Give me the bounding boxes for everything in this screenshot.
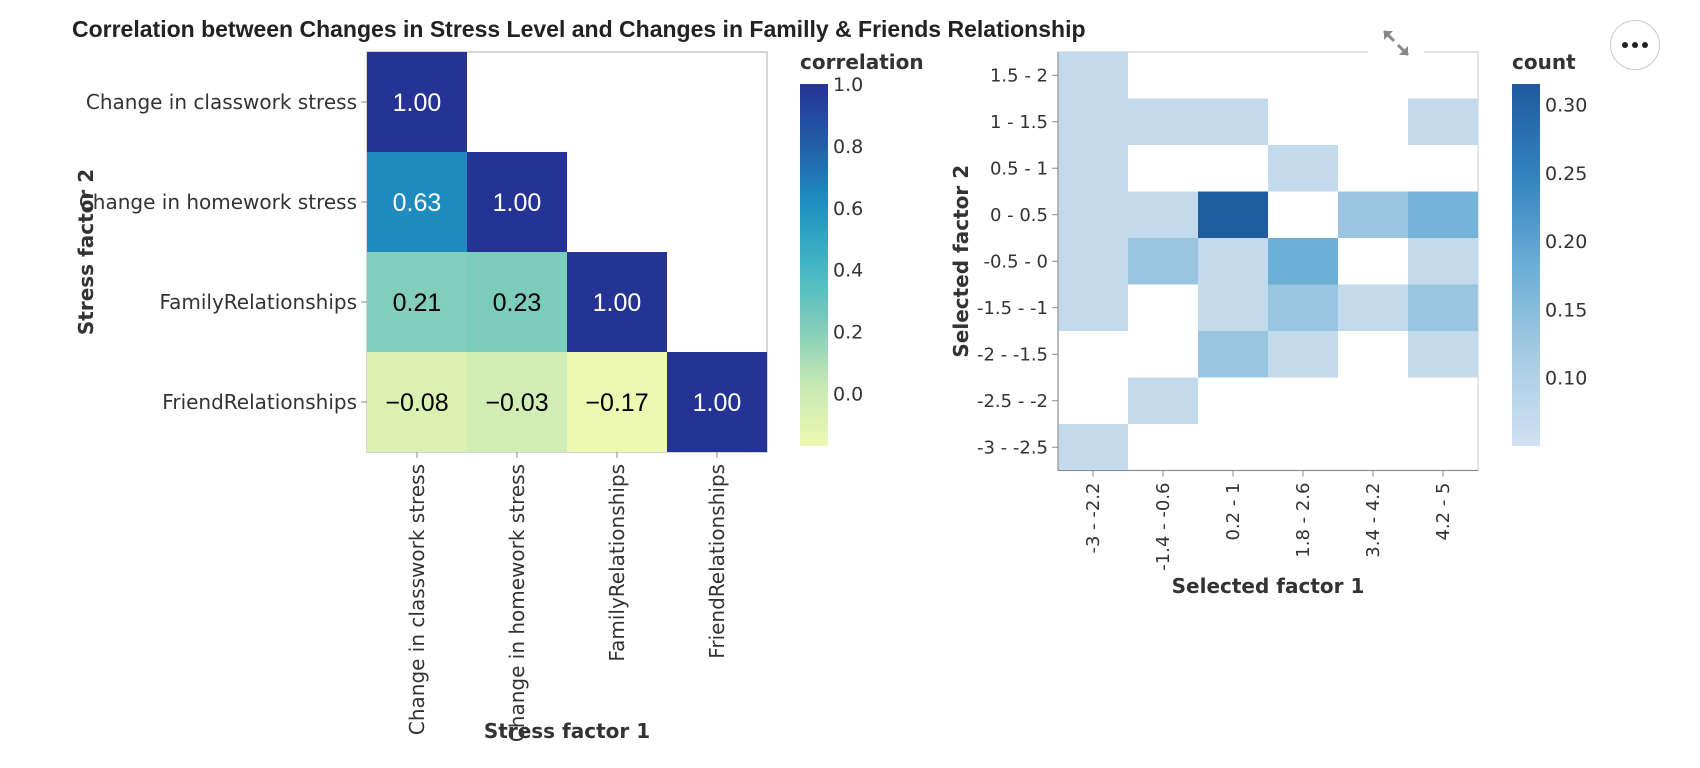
legend-color-bar <box>800 84 828 446</box>
cell-value-label: −0.08 <box>385 389 448 417</box>
legend-tick-label: 0.6 <box>833 198 863 220</box>
heatmap-cell <box>467 252 567 352</box>
heatmap-cell <box>1058 98 1128 145</box>
legend-tick-label: 0.30 <box>1545 94 1587 116</box>
legend-tick-label: 0.0 <box>833 383 863 405</box>
x-axis-title: Stress factor 1 <box>484 719 650 743</box>
heatmap-cell <box>667 352 767 452</box>
heatmap-cell <box>567 252 667 352</box>
heatmap-cell <box>1058 284 1128 331</box>
y-tick-label: Change in classwork stress <box>86 90 357 114</box>
count-legend: count 0.30 0.25 0.20 0.15 0.10 <box>1512 50 1587 446</box>
heatmap-cell <box>1198 191 1268 238</box>
x-tick-label: 0.2 - 1 <box>1223 483 1244 541</box>
cell-value-label: 1.00 <box>693 389 742 417</box>
legend-title: correlation <box>800 50 924 74</box>
heatmap-cell <box>1198 238 1268 285</box>
y-tick-label: 1 - 1.5 <box>990 112 1048 133</box>
x-tick-label: -1.4 - -0.6 <box>1153 483 1174 571</box>
y-tick-label: FriendRelationships <box>162 390 357 414</box>
heatmap-cell <box>367 252 467 352</box>
y-tick-label: 1.5 - 2 <box>990 65 1048 86</box>
count-heatmap: 1.5 - 2 1 - 1.5 0.5 - 1 0 - 0.5 -0.5 - 0 -1.5… <box>949 51 1479 598</box>
legend-tick-label: 0.10 <box>1545 368 1587 390</box>
y-tick-label: -1.5 - -1 <box>977 298 1048 319</box>
heatmap-cell <box>1408 331 1478 378</box>
x-tick-label: FriendRelationships <box>705 464 729 659</box>
heatmap-cell <box>1268 145 1338 192</box>
heatmap-cell <box>1198 284 1268 331</box>
heatmap-cell <box>1338 191 1408 238</box>
heatmap-cell <box>1058 52 1128 99</box>
y-tick-label: -0.5 - 0 <box>983 251 1048 272</box>
legend-tick-label: 0.25 <box>1545 163 1587 185</box>
heatmap-cell <box>367 352 467 452</box>
legend-title: count <box>1512 50 1576 74</box>
x-axis-title: Selected factor 1 <box>1172 574 1365 598</box>
heatmap-cell <box>1408 284 1478 331</box>
cell-value-label: 0.63 <box>393 189 442 217</box>
heatmap-cell <box>467 352 567 452</box>
heatmap-cell <box>1128 238 1198 285</box>
y-tick-label: -2.5 - -2 <box>977 391 1048 412</box>
heatmap-cell <box>1128 191 1198 238</box>
heatmap-cell <box>1058 238 1128 285</box>
y-tick-label: 0.5 - 1 <box>990 158 1048 179</box>
y-tick-label: Change in homework stress <box>79 190 357 214</box>
heatmap-cell <box>1408 191 1478 238</box>
chart-title: Correlation between Changes in Stress Le… <box>72 16 1086 42</box>
cell-value-label: −0.03 <box>485 389 548 417</box>
x-tick-label: 3.4 - 4.2 <box>1363 483 1384 558</box>
heatmap-cell <box>1408 98 1478 145</box>
legend-tick-label: 0.8 <box>833 136 863 158</box>
heatmap-cell <box>567 352 667 452</box>
cell-value-label: 1.00 <box>393 89 442 117</box>
y-tick-label: -3 - -2.5 <box>977 437 1048 458</box>
heatmap-cell <box>367 52 467 152</box>
legend-color-bar <box>1512 84 1540 446</box>
legend-tick-label: 0.2 <box>833 322 863 344</box>
cell-value-label: 1.00 <box>593 289 642 317</box>
heatmap-cell <box>1268 331 1338 378</box>
legend-tick-label: 1.0 <box>833 74 863 96</box>
heatmap-cell <box>1058 145 1128 192</box>
x-tick-label: Change in classwork stress <box>405 464 429 735</box>
legend-tick-label: 0.20 <box>1545 231 1587 253</box>
heatmap-cell <box>1338 284 1408 331</box>
cell-value-label: −0.17 <box>585 389 648 417</box>
x-tick-label: FamilyRelationships <box>605 464 629 662</box>
legend-tick-label: 0.4 <box>833 260 863 282</box>
x-tick-label: Change in homework stress <box>505 464 529 742</box>
more-horizontal-icon <box>1622 42 1628 48</box>
heatmap-cell <box>1268 238 1338 285</box>
expand-arrows-icon <box>1382 29 1410 57</box>
x-tick-label: 1.8 - 2.6 <box>1293 483 1314 558</box>
heatmap-cell <box>1198 331 1268 378</box>
heatmap-cell <box>1058 424 1128 471</box>
heatmap-cell <box>1128 98 1198 145</box>
heatmap-cell <box>1268 284 1338 331</box>
cell-value-label: 0.21 <box>393 289 442 317</box>
heatmap-cell <box>367 152 467 252</box>
y-tick-label: -2 - -1.5 <box>977 344 1048 365</box>
y-axis-title: Selected factor 2 <box>949 165 973 358</box>
x-tick-label: -3 - -2.2 <box>1083 483 1104 554</box>
more-options-button[interactable] <box>1610 20 1660 70</box>
x-tick-label: 4.2 - 5 <box>1433 483 1454 541</box>
heatmap-cell <box>1408 238 1478 285</box>
y-tick-label: 0 - 0.5 <box>990 205 1048 226</box>
cell-value-label: 0.23 <box>493 289 542 317</box>
legend-tick-label: 0.15 <box>1545 299 1587 321</box>
y-axis-title: Stress factor 2 <box>74 169 98 335</box>
heatmap-cell <box>1128 377 1198 424</box>
heatmap-cell <box>467 152 567 252</box>
y-tick-label: FamilyRelationships <box>159 290 357 314</box>
correlation-heatmap: 1.00 0.63 1.00 0.21 0.23 1.00 −0.08 −0.03 −0.17 1… <box>74 51 768 743</box>
cell-value-label: 1.00 <box>493 189 542 217</box>
heatmap-cell <box>1058 191 1128 238</box>
expand-button[interactable] <box>1368 24 1424 62</box>
heatmap-cell <box>1198 98 1268 145</box>
